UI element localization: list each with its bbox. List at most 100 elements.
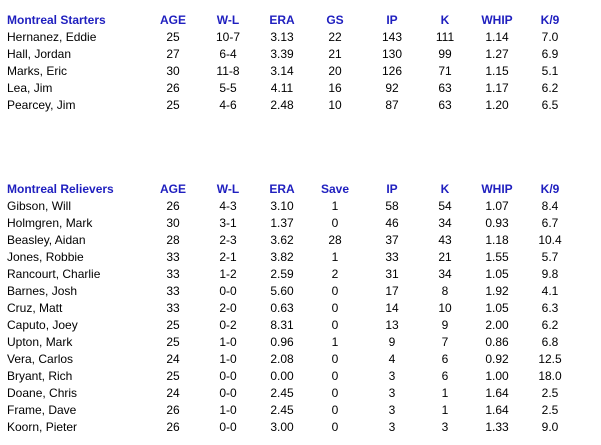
column-header: ERA	[269, 13, 295, 27]
stat-cell: 4.1	[541, 284, 559, 298]
stat-cell: 33	[166, 284, 180, 298]
stat-cell: 25	[166, 369, 180, 383]
stat-cell: 1.07	[485, 199, 509, 213]
stat-cell: 87	[385, 98, 399, 112]
column-header: WHIP	[481, 13, 513, 27]
stat-cell: 99	[438, 47, 452, 61]
stat-cell: 10-7	[215, 30, 241, 44]
table-title: Montreal Starters	[7, 13, 106, 27]
stat-cell: 1.55	[485, 250, 509, 264]
stat-cell: 3.62	[270, 233, 294, 247]
stat-cell: 33	[166, 301, 180, 315]
stat-cell: 0-0	[219, 386, 237, 400]
stat-cell: 143	[381, 30, 403, 44]
stat-cell: 0.86	[485, 335, 509, 349]
stat-cell: 0	[331, 284, 339, 298]
stat-cell: 3.10	[270, 199, 294, 213]
stat-cell: 0	[331, 369, 339, 383]
stat-cell: 3.00	[270, 420, 294, 434]
stat-cell: 0.96	[270, 335, 294, 349]
stat-cell: 2.45	[270, 386, 294, 400]
stat-cell: 0.00	[270, 369, 294, 383]
stat-cell: 11-8	[216, 64, 240, 78]
stat-cell: 3	[441, 420, 449, 434]
player-name: Caputo, Joey	[7, 318, 78, 332]
stat-cell: 1.33	[485, 420, 509, 434]
stat-cell: 2.45	[270, 403, 294, 417]
column-header: WHIP	[481, 182, 513, 196]
stat-cell: 0	[331, 403, 339, 417]
stat-cell: 2.48	[270, 98, 294, 112]
player-name: Doane, Chris	[7, 386, 78, 400]
stat-cell: 31	[385, 267, 399, 281]
column-header: W-L	[216, 13, 240, 27]
stat-cell: 63	[438, 98, 452, 112]
stat-cell: 2.59	[270, 267, 294, 281]
stat-cell: 28	[328, 233, 342, 247]
column-header: IP	[386, 182, 398, 196]
stat-cell: 130	[381, 47, 403, 61]
stat-cell: 92	[385, 81, 399, 95]
stat-cell: 16	[328, 81, 342, 95]
stat-cell: 3	[388, 403, 396, 417]
stat-cell: 6.9	[541, 47, 559, 61]
player-name: Beasley, Aidan	[7, 233, 86, 247]
stat-cell: 25	[166, 98, 180, 112]
stat-cell: 1.00	[485, 369, 509, 383]
column-header: GS	[326, 13, 344, 27]
stat-cell: 33	[166, 267, 180, 281]
stat-cell: 21	[438, 250, 452, 264]
stat-cell: 4.11	[270, 81, 294, 95]
stat-cell: 1.92	[485, 284, 509, 298]
stat-cell: 1.05	[485, 301, 509, 315]
stat-cell: 1.37	[270, 216, 294, 230]
stat-cell: 2.5	[541, 386, 559, 400]
stat-cell: 1	[331, 335, 339, 349]
stat-cell: 46	[385, 216, 399, 230]
table-title: Montreal Relievers	[7, 182, 114, 196]
stat-cell: 1.20	[485, 98, 509, 112]
column-header: K	[440, 13, 450, 27]
stat-cell: 8.31	[270, 318, 294, 332]
stat-cell: 18.0	[538, 369, 562, 383]
stat-cell: 7.0	[541, 30, 559, 44]
player-name: Jones, Robbie	[7, 250, 84, 264]
stat-cell: 6	[441, 369, 449, 383]
stat-cell: 2-3	[219, 233, 237, 247]
column-header: K/9	[540, 13, 560, 27]
stat-cell: 1-0	[219, 403, 237, 417]
player-name: Bryant, Rich	[7, 369, 73, 383]
column-header: ERA	[269, 182, 295, 196]
stat-cell: 9	[388, 335, 396, 349]
stat-cell: 12.5	[538, 352, 562, 366]
stat-cell: 3.13	[270, 30, 294, 44]
stat-cell: 3	[388, 386, 396, 400]
player-name: Hernanez, Eddie	[7, 30, 97, 44]
stat-cell: 26	[166, 420, 180, 434]
stat-cell: 20	[328, 64, 342, 78]
stat-cell: 28	[166, 233, 180, 247]
stat-cell: 1.05	[485, 267, 509, 281]
stat-cell: 4-3	[219, 199, 237, 213]
stat-cell: 63	[438, 81, 452, 95]
stat-cell: 0	[331, 216, 339, 230]
stat-cell: 1.17	[485, 81, 509, 95]
stat-cell: 1.27	[485, 47, 509, 61]
stat-cell: 25	[166, 318, 180, 332]
stat-cell: 0-0	[219, 369, 237, 383]
stat-cell: 2	[331, 267, 339, 281]
stat-cell: 10.4	[538, 233, 562, 247]
stat-cell: 111	[435, 30, 455, 44]
stat-cell: 3-1	[219, 216, 237, 230]
stat-cell: 1	[331, 250, 339, 264]
player-name: Holmgren, Mark	[7, 216, 93, 230]
stat-cell: 6.2	[541, 318, 559, 332]
stat-cell: 1	[441, 403, 449, 417]
stat-cell: 0.93	[485, 216, 509, 230]
stat-cell: 0	[331, 420, 339, 434]
stat-cell: 0-0	[219, 420, 237, 434]
player-name: Gibson, Will	[7, 199, 72, 213]
stat-cell: 71	[438, 64, 452, 78]
stat-cell: 1-0	[219, 335, 237, 349]
